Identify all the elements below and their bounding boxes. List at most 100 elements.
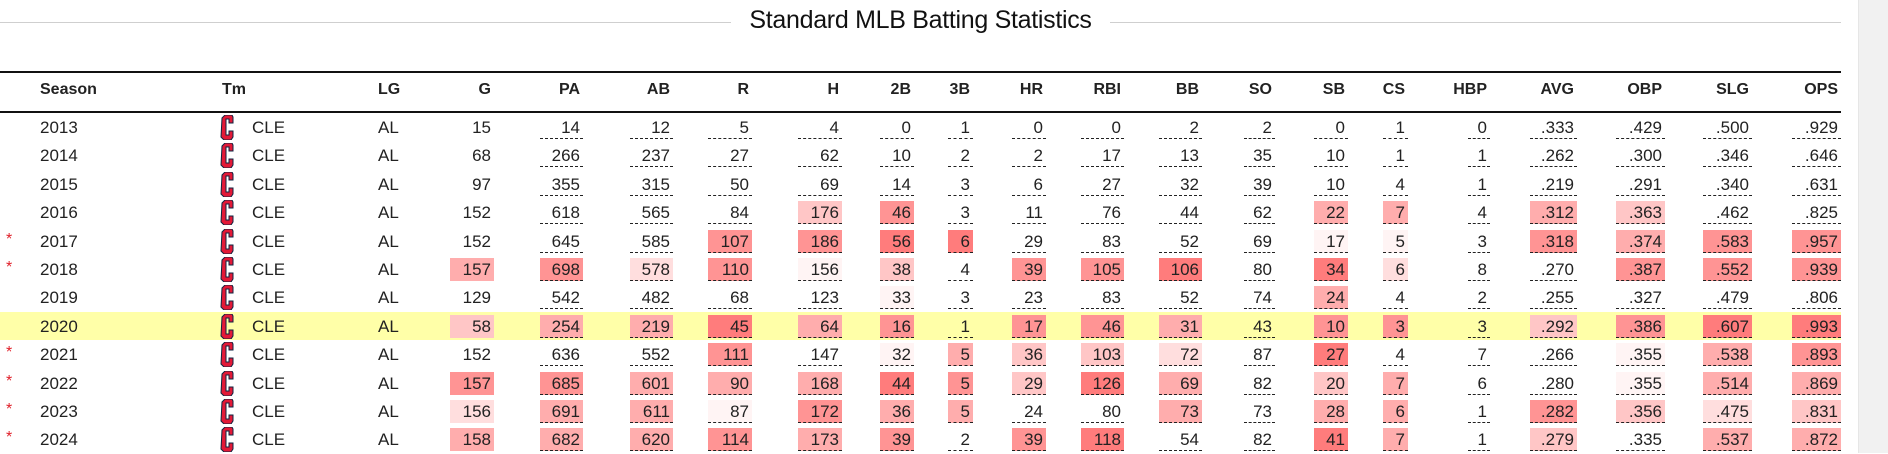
stat-sb[interactable]: 17 — [1314, 229, 1348, 253]
column-header-g[interactable]: G — [478, 81, 491, 98]
column-header-hr[interactable]: HR — [1019, 81, 1043, 98]
stat-sb[interactable]: 28 — [1314, 400, 1348, 423]
stat-r[interactable]: 87 — [708, 400, 752, 423]
stat-obp[interactable]: .387 — [1616, 258, 1665, 281]
column-header-rbi[interactable]: RBI — [1093, 81, 1121, 98]
stat-pa[interactable]: 682 — [540, 428, 583, 452]
stat-rbi[interactable]: 126 — [1081, 371, 1124, 395]
stat-ops[interactable]: .646 — [1792, 144, 1841, 168]
stat-ab[interactable]: 237 — [630, 144, 673, 168]
stat-2b[interactable]: 39 — [880, 428, 914, 452]
stat-sb[interactable]: 27 — [1314, 343, 1348, 367]
stat-ab[interactable]: 585 — [630, 230, 673, 253]
stat-sb[interactable]: 34 — [1314, 258, 1348, 281]
stat-r[interactable]: 110 — [708, 258, 752, 281]
column-header-3b[interactable]: 3B — [949, 81, 970, 98]
stat-ab[interactable]: 578 — [630, 258, 673, 281]
team-link[interactable]: CLE — [252, 203, 286, 223]
stat-sb[interactable]: 22 — [1314, 201, 1348, 225]
stat-bb[interactable]: 2 — [1159, 116, 1202, 139]
stat-bb[interactable]: 73 — [1159, 400, 1202, 423]
stat-slg[interactable]: .537 — [1703, 428, 1752, 452]
stat-ops[interactable]: .825 — [1792, 201, 1841, 225]
stat-sb[interactable]: 10 — [1314, 144, 1348, 168]
stat-h[interactable]: 172 — [798, 400, 842, 423]
stat-hr[interactable]: 24 — [1012, 400, 1046, 423]
stat-avg[interactable]: .266 — [1530, 343, 1577, 367]
stat-h[interactable]: 176 — [798, 201, 842, 225]
team-link[interactable]: CLE — [252, 231, 286, 251]
stat-3b[interactable]: 3 — [948, 286, 973, 310]
stat-2b[interactable]: 14 — [880, 173, 914, 196]
stat-cs[interactable]: 1 — [1383, 144, 1408, 168]
stat-avg[interactable]: .333 — [1530, 116, 1577, 139]
stat-2b[interactable]: 0 — [880, 116, 914, 139]
stat-cs[interactable]: 4 — [1383, 286, 1408, 310]
stat-3b[interactable]: 5 — [948, 400, 973, 423]
stat-avg[interactable]: .279 — [1530, 428, 1577, 452]
column-header-tm[interactable]: Tm — [222, 81, 246, 98]
stat-hr[interactable]: 39 — [1012, 428, 1046, 452]
stat-avg[interactable]: .280 — [1530, 372, 1577, 395]
stat-bb[interactable]: 106 — [1159, 258, 1202, 281]
stat-3b[interactable]: 3 — [948, 201, 973, 225]
stat-rbi[interactable]: 17 — [1081, 144, 1124, 168]
column-header-ops[interactable]: OPS — [1804, 81, 1838, 98]
stat-rbi[interactable]: 27 — [1081, 173, 1124, 196]
stat-pa[interactable]: 254 — [540, 314, 583, 338]
stat-rbi[interactable]: 118 — [1081, 428, 1124, 452]
stat-ops[interactable]: .631 — [1792, 173, 1841, 196]
stat-hbp[interactable]: 1 — [1468, 173, 1490, 196]
stat-ab[interactable]: 482 — [630, 286, 673, 310]
stat-pa[interactable]: 14 — [540, 116, 583, 139]
page-scrollbar[interactable] — [1858, 0, 1888, 453]
stat-pa[interactable]: 636 — [540, 343, 583, 367]
stat-sb[interactable]: 10 — [1314, 173, 1348, 196]
stat-h[interactable]: 147 — [798, 343, 842, 367]
stat-sb[interactable]: 0 — [1314, 116, 1348, 139]
stat-rbi[interactable]: 103 — [1081, 343, 1124, 367]
team-link[interactable]: CLE — [252, 260, 286, 279]
stat-ops[interactable]: .993 — [1792, 314, 1841, 338]
stat-bb[interactable]: 44 — [1159, 201, 1202, 225]
stat-slg[interactable]: .552 — [1703, 258, 1752, 281]
stat-rbi[interactable]: 105 — [1081, 258, 1124, 281]
stat-slg[interactable]: .346 — [1703, 144, 1752, 168]
stat-sb[interactable]: 10 — [1314, 314, 1348, 338]
stat-slg[interactable]: .500 — [1703, 116, 1752, 139]
stat-3b[interactable]: 2 — [948, 144, 973, 168]
stat-hr[interactable]: 11 — [1012, 201, 1046, 225]
stat-obp[interactable]: .429 — [1616, 116, 1665, 139]
stat-cs[interactable]: 7 — [1383, 428, 1408, 452]
stat-ops[interactable]: .893 — [1792, 343, 1841, 367]
stat-so[interactable]: 43 — [1244, 315, 1275, 338]
stat-ops[interactable]: .869 — [1792, 371, 1841, 395]
column-header-hbp[interactable]: HBP — [1453, 81, 1487, 98]
stat-hr[interactable]: 0 — [1012, 116, 1046, 139]
stat-obp[interactable]: .355 — [1616, 371, 1665, 395]
stat-avg[interactable]: .292 — [1530, 314, 1577, 338]
stat-obp[interactable]: .356 — [1616, 400, 1665, 423]
stat-3b[interactable]: 1 — [948, 315, 973, 338]
stat-hr[interactable]: 29 — [1012, 371, 1046, 395]
stat-slg[interactable]: .538 — [1703, 343, 1752, 367]
stat-ops[interactable]: .831 — [1792, 400, 1841, 423]
stat-ops[interactable]: .929 — [1792, 116, 1841, 139]
stat-cs[interactable]: 7 — [1383, 371, 1408, 395]
column-header-r[interactable]: R — [737, 81, 749, 98]
stat-r[interactable]: 50 — [708, 173, 752, 196]
column-header-2b[interactable]: 2B — [890, 81, 911, 98]
stat-avg[interactable]: .255 — [1530, 286, 1577, 310]
stat-h[interactable]: 62 — [798, 144, 842, 168]
stat-pa[interactable]: 266 — [540, 144, 583, 168]
stat-so[interactable]: 69 — [1244, 230, 1275, 253]
stat-hbp[interactable]: 3 — [1468, 230, 1490, 253]
stat-2b[interactable]: 16 — [880, 314, 914, 338]
stat-hbp[interactable]: 0 — [1468, 116, 1490, 139]
stat-so[interactable]: 80 — [1244, 258, 1275, 281]
column-header-season[interactable]: Season — [40, 81, 97, 98]
stat-cs[interactable]: 7 — [1383, 201, 1408, 225]
stat-rbi[interactable]: 83 — [1081, 286, 1124, 310]
stat-hr[interactable]: 2 — [1012, 144, 1046, 168]
stat-2b[interactable]: 10 — [880, 144, 914, 168]
